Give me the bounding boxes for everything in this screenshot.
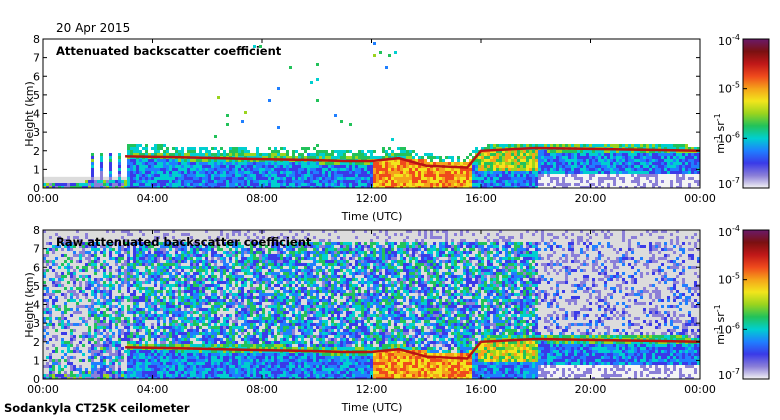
colorbar-label: m-1 sr-1 xyxy=(713,304,727,344)
x-tick-label: 08:00 xyxy=(246,383,278,396)
y-tick-label: 2 xyxy=(33,336,40,349)
colorbar-tick-label: 10-7 xyxy=(718,367,740,382)
y-tick-label: 4 xyxy=(33,108,40,121)
x-tick-label: 20:00 xyxy=(575,192,607,205)
colorbar: 10-7 10-6 10-5 10-4 m-1 sr-1 xyxy=(713,33,770,191)
x-axis-label: Time (UTC) xyxy=(341,210,403,223)
x-tick-label: 20:00 xyxy=(575,383,607,396)
x-axis-label: Time (UTC) xyxy=(341,401,403,414)
chart-title: Attenuated backscatter coefficient xyxy=(56,44,282,58)
y-tick-label: 2 xyxy=(33,145,40,158)
y-tick-label: 1 xyxy=(33,354,40,367)
x-axis: 00:00 04:00 08:00 12:00 16:00 20:00 00:00 xyxy=(27,230,716,396)
y-axis: 0 1 2 3 4 5 6 7 8 xyxy=(33,224,700,386)
y-tick-label: 7 xyxy=(33,52,40,65)
colorbar-tick-label: 10-5 xyxy=(718,272,740,287)
colorbar-scale xyxy=(742,229,770,380)
date-label: 20 Apr 2015 xyxy=(56,21,130,35)
colorbar: 10-7 10-6 10-5 10-4 m-1 sr-1 xyxy=(713,224,770,382)
colorbar-tick-label: 10-4 xyxy=(718,33,740,48)
y-tick-label: 0 xyxy=(33,182,40,195)
colorbar-scale xyxy=(742,38,770,189)
heatmap-field-raw xyxy=(43,230,700,379)
y-tick-label: 3 xyxy=(33,317,40,330)
x-tick-label: 00:00 xyxy=(684,383,716,396)
x-tick-label: 00:00 xyxy=(27,383,59,396)
y-tick-label: 7 xyxy=(33,243,40,256)
y-tick-label: 5 xyxy=(33,89,40,102)
colorbar-tick-label: 10-6 xyxy=(718,321,740,336)
y-tick-label: 8 xyxy=(33,33,40,46)
y-tick-label: 6 xyxy=(33,261,40,274)
y-tick-label: 5 xyxy=(33,280,40,293)
heatmap-field-attenuated xyxy=(43,39,700,188)
colorbar-tick-label: 10-6 xyxy=(718,130,740,145)
x-tick-label: 04:00 xyxy=(137,383,169,396)
chart-title: Raw attenuated backscatter coefficient xyxy=(56,235,312,249)
x-tick-label: 12:00 xyxy=(356,383,388,396)
colorbar-tick-label: 10-4 xyxy=(718,224,740,239)
y-tick-label: 3 xyxy=(33,126,40,139)
y-tick-label: 4 xyxy=(33,299,40,312)
y-tick-label: 1 xyxy=(33,163,40,176)
y-tick-label: 8 xyxy=(33,224,40,237)
colorbar-tick-label: 10-7 xyxy=(718,176,740,191)
colorbar-tick-label: 10-5 xyxy=(718,81,740,96)
y-axis-label: Height (km) xyxy=(23,272,36,338)
x-tick-label: 16:00 xyxy=(465,192,497,205)
x-tick-label: 00:00 xyxy=(684,192,716,205)
x-axis: 00:00 04:00 08:00 12:00 16:00 20:00 00:00 xyxy=(27,39,716,205)
boundary-layer-line xyxy=(125,337,700,360)
x-tick-label: 00:00 xyxy=(27,192,59,205)
y-tick-label: 0 xyxy=(33,373,40,386)
x-tick-label: 12:00 xyxy=(356,192,388,205)
y-axis-label: Height (km) xyxy=(23,81,36,147)
panel-raw-attenuated-backscatter: Raw attenuated backscatter coefficient 0… xyxy=(23,224,770,414)
colorbar-label: m-1 sr-1 xyxy=(713,113,727,153)
x-tick-label: 08:00 xyxy=(246,192,278,205)
y-tick-label: 6 xyxy=(33,70,40,83)
y-axis: 0 1 2 3 4 5 6 7 8 xyxy=(33,33,700,195)
panel-attenuated-backscatter: Attenuated backscatter coefficient 0 1 2 3 4… xyxy=(23,33,770,223)
x-tick-label: 04:00 xyxy=(137,192,169,205)
boundary-layer-line xyxy=(125,146,700,169)
footer-label: Sodankyla CT25K ceilometer xyxy=(4,401,190,415)
x-tick-label: 16:00 xyxy=(465,383,497,396)
